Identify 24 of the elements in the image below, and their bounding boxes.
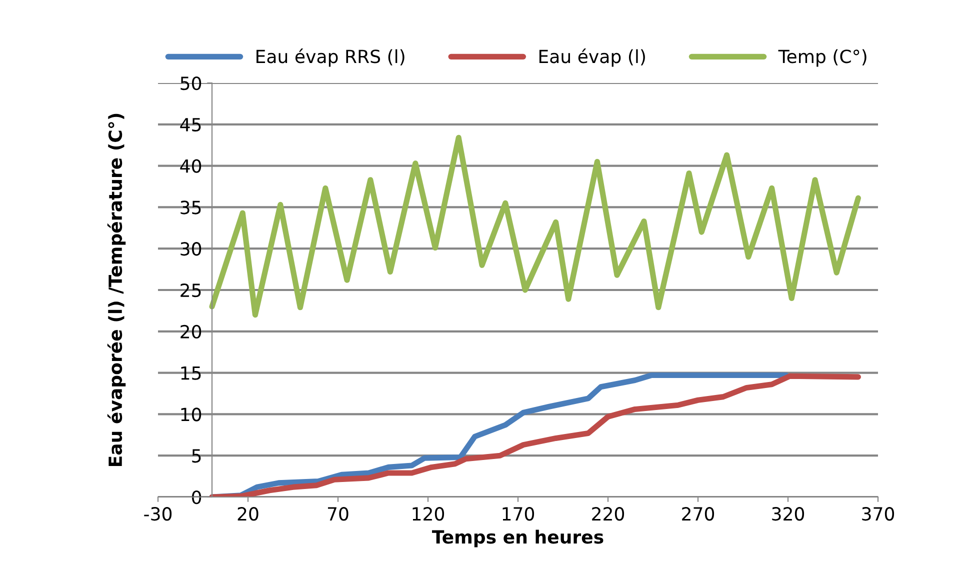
- y-tick-label: 40: [180, 159, 202, 173]
- legend-label: Temp (C°): [778, 49, 866, 67]
- x-tick-label: 170: [502, 507, 534, 521]
- legend-label: Eau évap RRS (l): [256, 48, 404, 67]
- y-tick-label: 50: [180, 76, 202, 90]
- x-tick-label: 320: [772, 507, 804, 521]
- y-tick-label: 45: [180, 118, 201, 132]
- x-tick-label: 70: [328, 507, 348, 521]
- y-tick-label: 15: [181, 366, 201, 380]
- y-tick-label: 10: [181, 408, 202, 422]
- x-tick-label: 270: [682, 507, 714, 521]
- y-tick-label: 35: [180, 200, 201, 214]
- y-tick-label: 5: [192, 449, 201, 463]
- x-tick-label: 20: [238, 507, 258, 521]
- y-tick-label: 20: [180, 324, 202, 339]
- x-tick-label: 220: [592, 507, 624, 521]
- x-axis-title: Temps en heures: [432, 530, 604, 548]
- x-tick-label: -30: [144, 507, 172, 521]
- legend-label: Eau évap (l): [539, 48, 645, 67]
- y-tick-label: 25: [180, 283, 201, 298]
- y-axis-title: Eau évaporée (l) /Température (C°): [107, 114, 126, 466]
- y-tick-label: 30: [180, 242, 202, 256]
- x-tick-label: 120: [412, 507, 444, 521]
- x-tick-label: 370: [862, 507, 894, 521]
